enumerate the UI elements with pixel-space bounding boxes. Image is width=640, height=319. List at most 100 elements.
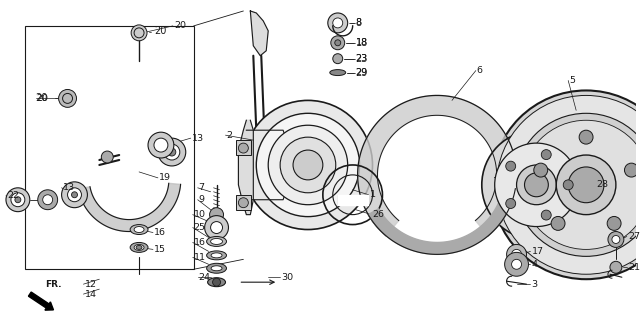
Ellipse shape [211, 239, 223, 244]
Text: 16: 16 [194, 238, 205, 247]
Circle shape [256, 113, 360, 217]
Polygon shape [368, 187, 515, 254]
Bar [25, 26, 194, 269]
Ellipse shape [207, 251, 227, 260]
Circle shape [6, 188, 30, 211]
Circle shape [504, 252, 529, 276]
Circle shape [568, 167, 604, 203]
Bar [236, 195, 252, 210]
Circle shape [497, 95, 640, 274]
Text: 23: 23 [356, 54, 368, 63]
Circle shape [612, 235, 620, 243]
Ellipse shape [207, 278, 225, 287]
Circle shape [482, 130, 591, 240]
Text: 20: 20 [35, 93, 47, 103]
Ellipse shape [207, 263, 227, 273]
Text: 3: 3 [531, 280, 538, 289]
Circle shape [511, 249, 522, 259]
Text: 8: 8 [356, 18, 362, 28]
Circle shape [43, 195, 52, 205]
Circle shape [168, 148, 176, 156]
Ellipse shape [130, 242, 148, 252]
Circle shape [239, 143, 248, 153]
Circle shape [534, 163, 548, 177]
Circle shape [158, 138, 186, 166]
Text: 29: 29 [356, 68, 368, 78]
Text: 2: 2 [227, 131, 232, 140]
Text: 26: 26 [372, 210, 385, 219]
Circle shape [59, 89, 77, 108]
Ellipse shape [211, 253, 222, 258]
Text: 8: 8 [356, 19, 362, 27]
Text: 28: 28 [596, 180, 608, 189]
Circle shape [625, 163, 638, 177]
Circle shape [154, 138, 168, 152]
Text: 9: 9 [198, 195, 205, 204]
Circle shape [515, 113, 640, 256]
Text: 21: 21 [628, 263, 640, 272]
Text: 20: 20 [36, 94, 49, 103]
Circle shape [507, 244, 527, 264]
Text: 19: 19 [159, 174, 171, 182]
Circle shape [506, 198, 516, 209]
Circle shape [243, 100, 372, 230]
Text: 16: 16 [154, 228, 166, 237]
Ellipse shape [211, 266, 222, 271]
Circle shape [333, 18, 342, 28]
Circle shape [608, 232, 624, 248]
Circle shape [525, 173, 548, 197]
Text: 23: 23 [356, 54, 368, 64]
Text: 18: 18 [356, 38, 367, 47]
Text: 13: 13 [192, 134, 204, 143]
Text: 30: 30 [281, 273, 293, 282]
Circle shape [579, 130, 593, 144]
Circle shape [331, 36, 345, 50]
Circle shape [211, 222, 223, 234]
Circle shape [293, 150, 323, 180]
Text: 5: 5 [569, 76, 575, 85]
Text: 13: 13 [63, 183, 75, 192]
Circle shape [101, 151, 113, 163]
Text: 20: 20 [174, 21, 186, 30]
Circle shape [563, 180, 573, 190]
Circle shape [506, 161, 516, 171]
Text: 7: 7 [198, 183, 205, 192]
Circle shape [268, 125, 348, 205]
Circle shape [335, 40, 340, 46]
Polygon shape [358, 95, 516, 236]
Circle shape [210, 208, 223, 222]
Circle shape [610, 261, 622, 273]
Circle shape [333, 54, 342, 63]
Text: 24: 24 [198, 273, 211, 282]
Text: FR.: FR. [45, 280, 61, 289]
Polygon shape [239, 120, 253, 215]
Ellipse shape [134, 244, 144, 250]
Text: 20: 20 [154, 26, 166, 36]
FancyArrow shape [28, 292, 54, 310]
Circle shape [205, 216, 228, 240]
Circle shape [551, 217, 565, 230]
Circle shape [541, 210, 551, 220]
Circle shape [61, 182, 88, 208]
Ellipse shape [207, 236, 227, 246]
Text: 14: 14 [84, 290, 97, 299]
Circle shape [212, 278, 221, 286]
Circle shape [38, 190, 58, 210]
Circle shape [607, 217, 621, 230]
Circle shape [239, 198, 248, 208]
Ellipse shape [130, 225, 148, 234]
Circle shape [148, 132, 174, 158]
Text: 4: 4 [531, 260, 538, 269]
Ellipse shape [330, 70, 346, 76]
Circle shape [72, 192, 77, 198]
Text: 25: 25 [194, 223, 205, 232]
Text: 29: 29 [356, 68, 367, 77]
Circle shape [164, 144, 180, 160]
Polygon shape [246, 130, 290, 200]
Circle shape [516, 165, 556, 205]
Bar [236, 140, 252, 155]
Circle shape [495, 143, 578, 226]
Text: 10: 10 [194, 210, 205, 219]
Circle shape [280, 137, 336, 193]
Circle shape [131, 25, 147, 41]
